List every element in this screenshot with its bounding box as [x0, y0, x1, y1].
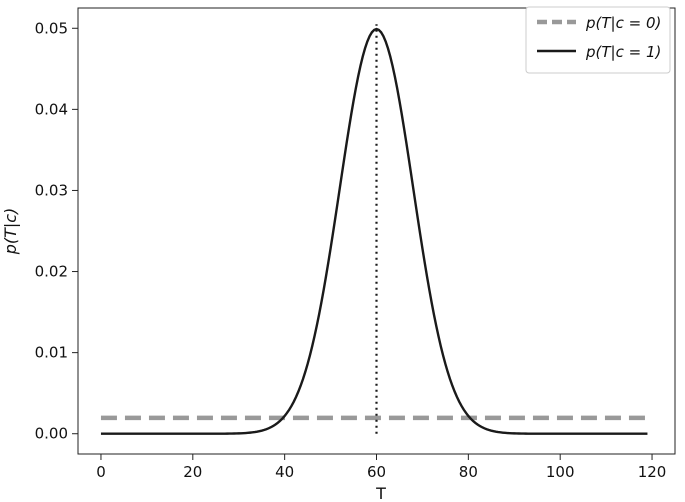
y-tick-label: 0.00 [35, 425, 68, 443]
x-tick-label: 40 [275, 463, 294, 481]
y-tick-label: 0.05 [35, 19, 68, 37]
y-tick-label: 0.03 [35, 181, 68, 199]
y-axis-ticks: 0.00 0.01 0.02 0.03 0.04 0.05 [35, 19, 78, 443]
x-tick-label: 20 [183, 463, 202, 481]
legend: p(T|c = 0) p(T|c = 1) [525, 6, 671, 74]
x-tick-label: 0 [96, 463, 106, 481]
x-axis-label: T [375, 484, 386, 502]
legend-label-c1: p(T|c = 1) [585, 43, 661, 61]
plot-area [77, 7, 676, 455]
legend-label-c0: p(T|c = 0) [585, 14, 661, 32]
y-tick-label: 0.04 [35, 100, 68, 118]
y-tick-label: 0.01 [35, 344, 68, 362]
x-tick-label: 120 [638, 463, 667, 481]
x-axis-ticks: 0 20 40 60 80 100 120 [96, 454, 666, 481]
y-axis-label: p(T|c) [1, 208, 20, 256]
y-tick-label: 0.02 [35, 263, 68, 281]
series-layer [100, 27, 648, 435]
series-line-1 [100, 27, 648, 435]
x-tick-label: 100 [546, 463, 575, 481]
x-tick-label: 80 [459, 463, 478, 481]
x-tick-label: 60 [367, 463, 386, 481]
